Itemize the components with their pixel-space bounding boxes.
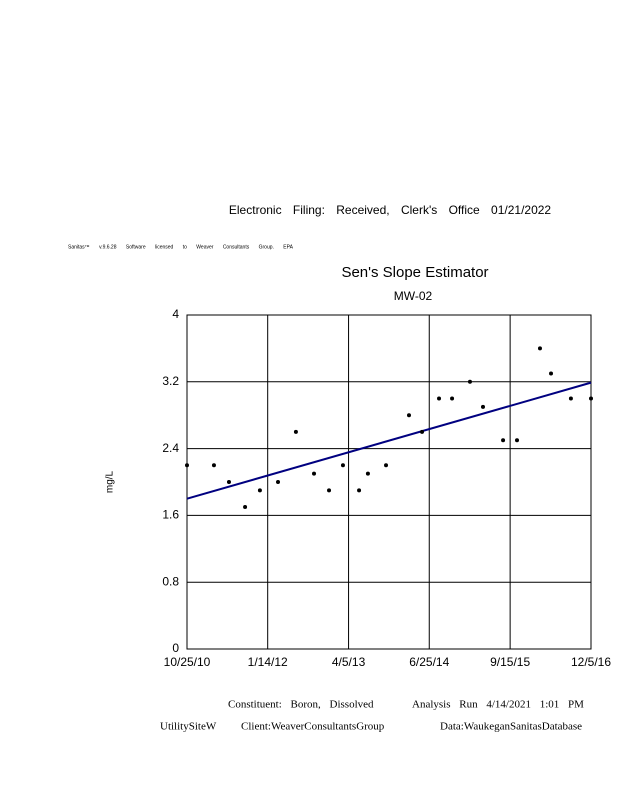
plot-frame (186, 314, 592, 650)
data-point (365, 471, 370, 476)
y-tick-label: 4 (172, 307, 179, 321)
data-point (515, 438, 520, 443)
filing-stamp: Electronic Filing: Received, Clerk's Off… (229, 203, 552, 217)
chart-title: Sen's Slope Estimator (341, 264, 488, 281)
data-point (357, 488, 362, 493)
x-tick-label: 10/25/10 (164, 655, 211, 669)
trend-line (186, 381, 592, 500)
site: UtilitySiteW (160, 721, 217, 733)
x-tick-label: 6/25/14 (409, 655, 449, 669)
data-point (480, 404, 485, 409)
data-point (276, 480, 281, 484)
data-point (226, 480, 231, 484)
data-point (312, 471, 317, 476)
analysis-run: Analysis Run 4/14/2021 1:01 PM (412, 699, 584, 711)
data-point (549, 371, 554, 376)
data-point (589, 396, 593, 401)
y-tick-label: 2.4 (162, 441, 179, 455)
y-axis-label: mg/L (105, 470, 116, 493)
data-point (243, 505, 248, 510)
data-point (185, 463, 189, 468)
x-tick-label: 12/5/16 (571, 655, 611, 669)
y-tick-label: 0 (172, 641, 179, 655)
data-point (537, 346, 542, 351)
data-point (327, 488, 332, 493)
data-point (257, 488, 262, 493)
data-point (450, 396, 455, 401)
chart-subtitle: MW-02 (394, 289, 433, 303)
data-point (340, 463, 345, 468)
data-point (384, 463, 389, 468)
software-note: Sanitas™ v.9.6.28 Software licensed to W… (68, 244, 294, 250)
database: Data:WaukeganSanitasDatabase (440, 721, 582, 733)
x-tick-label: 9/15/15 (490, 655, 530, 669)
y-tick-label: 3.2 (162, 374, 179, 388)
y-tick-label: 0.8 (162, 574, 179, 588)
constituent: Constituent: Boron, Dissolved (228, 699, 374, 711)
client: Client:WeaverConsultantsGroup (241, 721, 385, 733)
data-point (420, 429, 425, 434)
x-tick-label: 1/14/12 (248, 655, 288, 669)
data-point (437, 396, 442, 401)
data-point (501, 438, 506, 443)
data-point (406, 413, 411, 418)
data-point (568, 396, 573, 401)
data-point (467, 379, 472, 384)
data-point (211, 463, 216, 468)
x-tick-label: 4/5/13 (332, 655, 366, 669)
data-point (293, 429, 298, 434)
y-tick-label: 1.6 (162, 508, 179, 522)
